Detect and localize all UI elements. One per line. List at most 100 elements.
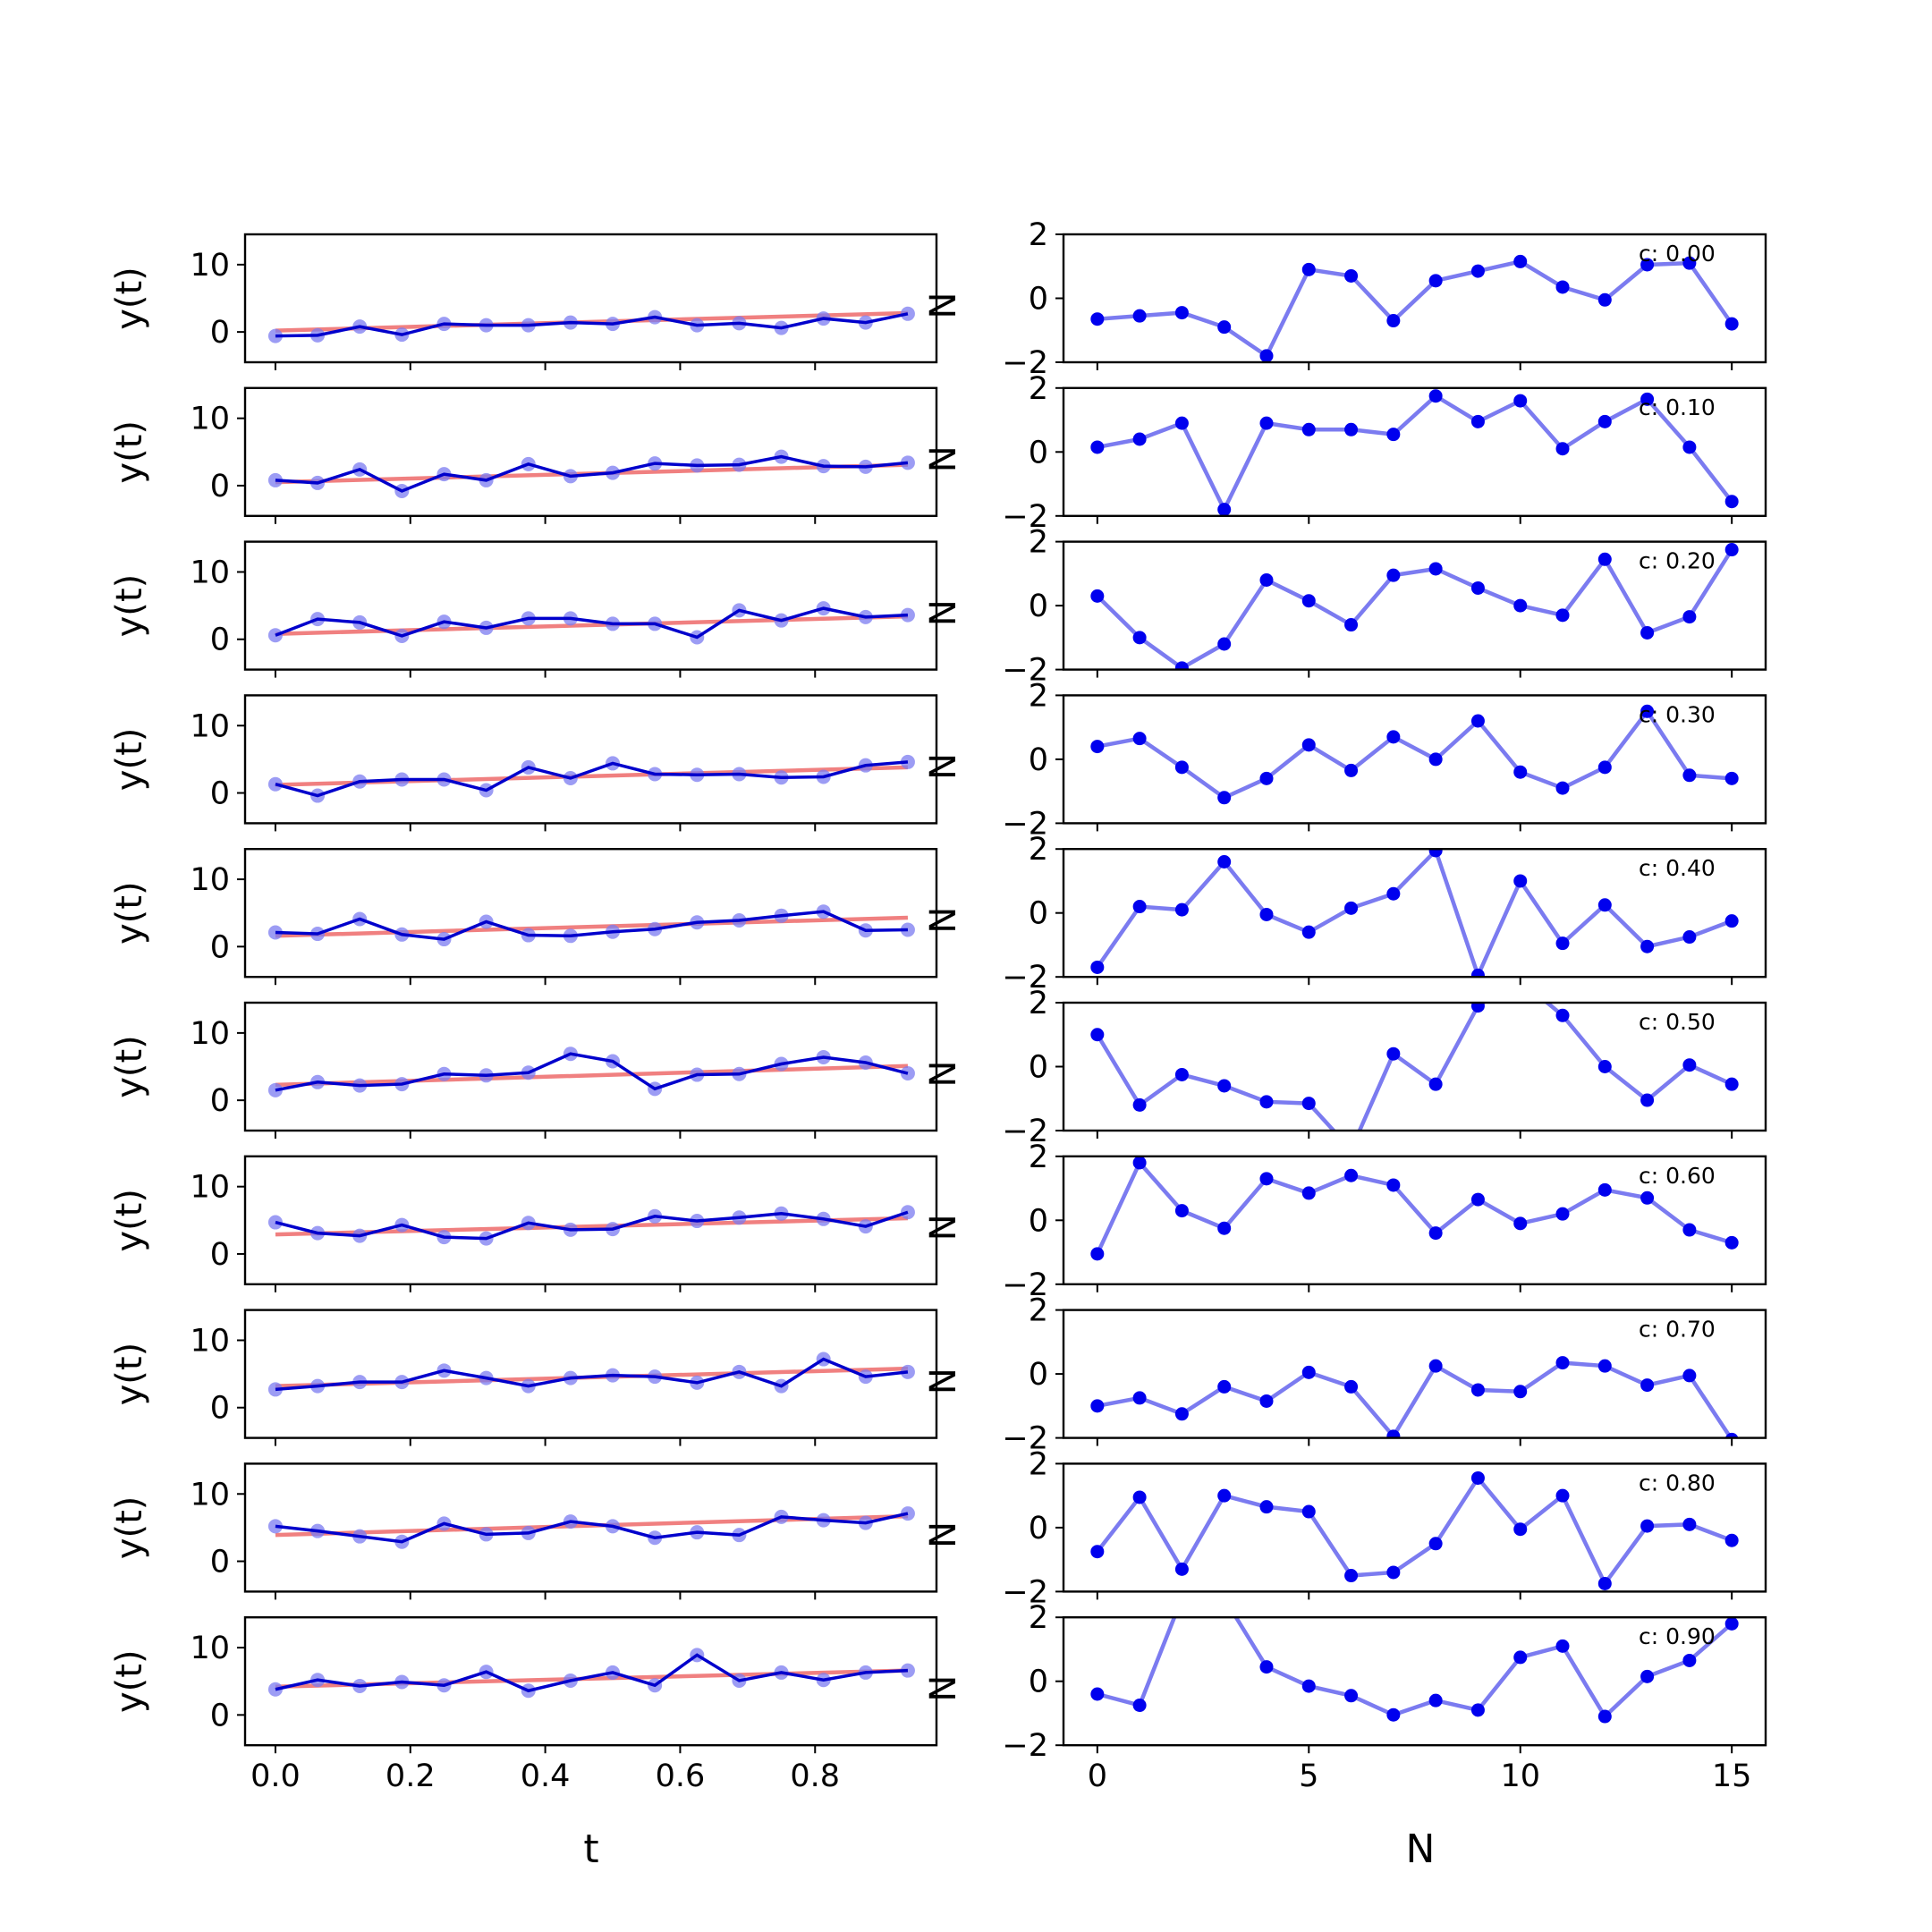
right-y-axis-label: N [923, 445, 964, 472]
noise-point [1344, 763, 1359, 777]
noise-point [1428, 1693, 1443, 1707]
noise-point [1344, 1569, 1359, 1583]
observed-line [275, 606, 909, 640]
row-6: 0 10 y(t) −2 0 2 c: 0.60 N [109, 1140, 1767, 1303]
noise-point [1597, 1709, 1612, 1724]
y-tick-label: 0 [210, 1545, 230, 1580]
right-plot-area-3 [1090, 704, 1739, 805]
right-y-axis-label: N [923, 1521, 964, 1548]
noise-point [1724, 771, 1739, 785]
left-axes-frame [243, 1615, 938, 1747]
right-y-axis-label: N [923, 753, 964, 780]
noise-point [1640, 1669, 1655, 1683]
y-tick-label: 0 [210, 469, 230, 504]
y-tick-label: 0 [210, 1083, 230, 1119]
y-tick-label: 0 [210, 1237, 230, 1273]
noise-point [1640, 1519, 1655, 1533]
x-tick-label: 0.4 [521, 1758, 571, 1794]
right-plot-area-7 [1090, 1356, 1739, 1438]
row-5: 0 10 y(t) −2 0 2 c: 0.50 N [109, 986, 1767, 1149]
noise-point [1597, 414, 1612, 428]
left-plot-area-8 [267, 1506, 915, 1549]
observed-line [275, 1653, 909, 1693]
fit-line [275, 614, 909, 636]
left-axes-frame [243, 694, 938, 825]
row-label: c: 0.00 [1639, 241, 1716, 267]
right-panel-6: −2 0 2 c: 0.60 N [923, 1140, 1767, 1303]
y-tick-label: 0 [210, 315, 230, 351]
y-tick-label: 0 [210, 623, 230, 658]
noise-point [1428, 389, 1443, 403]
y-tick-label: 2 [1029, 1600, 1048, 1636]
x-tick-label: 5 [1299, 1758, 1318, 1794]
noise-point [1259, 1095, 1274, 1109]
y-tick-label: 0 [1029, 435, 1048, 470]
left-y-axis-label: y(t) [109, 420, 150, 484]
noise-line [1095, 849, 1733, 978]
row-label: c: 0.80 [1639, 1470, 1716, 1496]
right-plot-area-5 [1090, 1003, 1739, 1131]
noise-point [1344, 1168, 1359, 1182]
noise-point [1555, 781, 1570, 795]
left-plot-area-0 [267, 306, 915, 343]
observed-line [275, 760, 909, 798]
noise-point [1217, 791, 1232, 805]
right-panel-1: −2 0 2 c: 0.10 N [923, 371, 1767, 535]
noise-point [1132, 631, 1147, 645]
right-panel-2: −2 0 2 c: 0.20 N [923, 525, 1767, 689]
noise-point [1132, 432, 1147, 446]
noise-point [1217, 1221, 1232, 1235]
row-0: 0 10 y(t) −2 0 2 c: 0.00 N [109, 217, 1767, 381]
noise-point [1513, 1385, 1528, 1399]
y-tick-label: 10 [190, 1477, 230, 1513]
noise-point [1513, 1522, 1528, 1537]
noise-point [1174, 416, 1189, 430]
left-axes-frame [243, 1309, 938, 1439]
right-plot-area-1 [1090, 389, 1739, 516]
noise-point [1301, 738, 1316, 752]
row-3: 0 10 y(t) −2 0 2 c: 0.30 N [109, 678, 1767, 842]
left-plot-area-3 [267, 754, 915, 803]
noise-point [1344, 422, 1359, 436]
noise-point [1428, 274, 1443, 288]
noise-point [1597, 760, 1612, 775]
noise-point [1132, 1490, 1147, 1504]
noise-point [1428, 752, 1443, 767]
noise-point [1132, 1391, 1147, 1405]
y-tick-label: 10 [190, 862, 230, 898]
noise-point [1090, 960, 1105, 974]
y-tick-label: 0 [1029, 896, 1048, 932]
row-label: c: 0.30 [1639, 701, 1716, 727]
noise-point [1597, 552, 1612, 566]
noise-point [1301, 1365, 1316, 1379]
noise-point [1090, 1028, 1105, 1042]
y-tick-label: 10 [190, 555, 230, 590]
noise-point [1386, 568, 1401, 582]
noise-point [1090, 440, 1105, 454]
right-panel-8: −2 0 2 c: 0.80 N [923, 1446, 1767, 1610]
x-tick-label: 0.2 [386, 1758, 436, 1794]
noise-point [1344, 1379, 1359, 1394]
noise-point [1513, 254, 1528, 268]
noise-point [1470, 580, 1485, 595]
noise-point [1174, 306, 1189, 320]
noise-point [1470, 1383, 1485, 1397]
noise-point [1555, 936, 1570, 951]
row-label: c: 0.60 [1639, 1163, 1716, 1189]
noise-point [1344, 1689, 1359, 1703]
left-plot-area-7 [267, 1352, 915, 1397]
noise-point [1597, 1060, 1612, 1073]
noise-point [1724, 317, 1739, 331]
left-y-axis-label: y(t) [109, 1035, 150, 1098]
noise-point [1470, 1192, 1485, 1207]
right-plot-area-0 [1090, 254, 1739, 362]
noise-point [1174, 1204, 1189, 1218]
right-y-axis-label: N [923, 292, 964, 319]
noise-point [1132, 309, 1147, 323]
row-label: c: 0.10 [1639, 394, 1716, 420]
right-y-axis-label: N [923, 1368, 964, 1394]
x-tick-label: 0.8 [790, 1758, 840, 1794]
noise-point [1724, 1235, 1739, 1250]
noise-point [1555, 280, 1570, 294]
